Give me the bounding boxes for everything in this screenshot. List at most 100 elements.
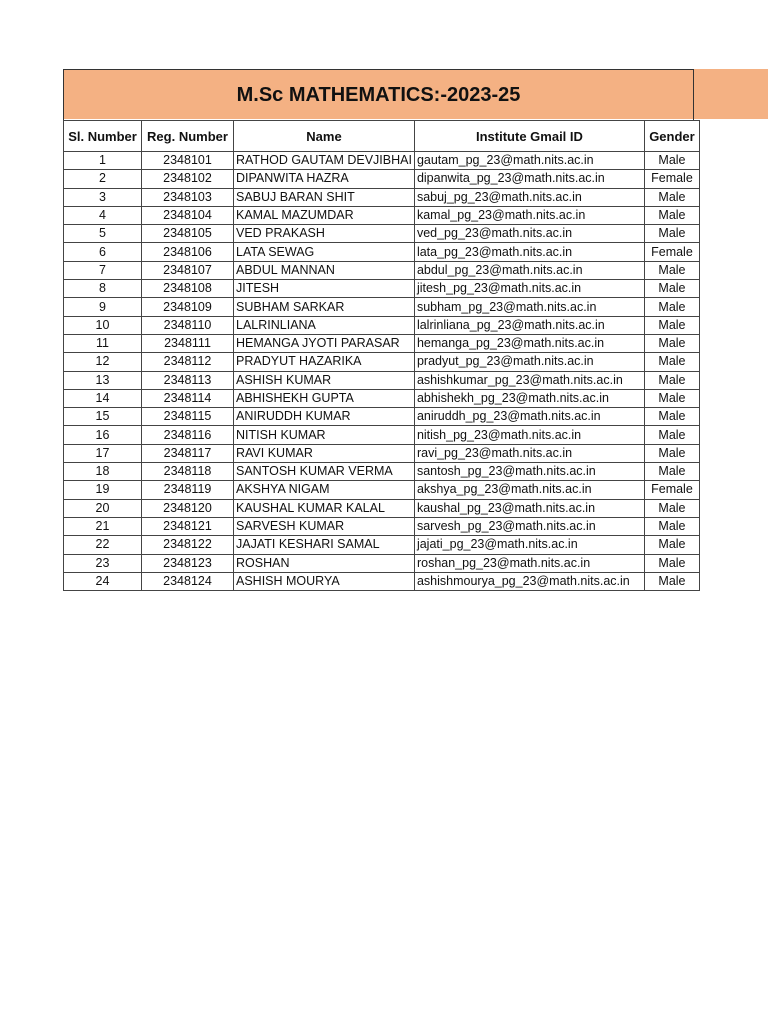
- cell-name: RAVI KUMAR: [233, 443, 415, 464]
- cell-reg-number: 2348123: [141, 553, 234, 573]
- cell-email: kaushal_pg_23@math.nits.ac.in: [413, 498, 645, 518]
- cell-sl-number: 4: [63, 205, 142, 226]
- table-row: 2 2348102 DIPANWITA HAZRA dipanwita_pg_23@m…: [63, 169, 700, 189]
- cell-reg-number: 2348120: [141, 498, 234, 518]
- cell-name: SABUJ BARAN SHIT: [233, 187, 415, 207]
- cell-email: abhishekh_pg_23@math.nits.ac.in: [413, 388, 645, 409]
- table-row: 9 2348109 SUBHAM SARKAR subham_pg_23@math.n…: [63, 297, 700, 317]
- table-row: 14 2348114 ABHISHEKH GUPTA abhishekh_pg_23@…: [63, 388, 700, 409]
- cell-sl-number: 6: [63, 242, 142, 262]
- cell-name: ROSHAN: [233, 553, 415, 573]
- cell-email: ravi_pg_23@math.nits.ac.in: [413, 443, 645, 464]
- cell-name: ABHISHEKH GUPTA: [233, 388, 415, 409]
- cell-sl-number: 19: [63, 480, 142, 500]
- cell-name: AKSHYA NIGAM: [233, 480, 415, 500]
- cell-sl-number: 22: [63, 535, 142, 555]
- cell-reg-number: 2348119: [141, 480, 234, 500]
- cell-email: pradyut_pg_23@math.nits.ac.in: [413, 352, 645, 372]
- cell-email: jitesh_pg_23@math.nits.ac.in: [413, 279, 645, 299]
- cell-gender: Male: [643, 224, 700, 244]
- cell-sl-number: 10: [63, 315, 142, 335]
- cell-reg-number: 2348109: [141, 297, 234, 317]
- cell-email: nitish_pg_23@math.nits.ac.in: [413, 425, 645, 445]
- table-row: 16 2348116 NITISH KUMAR nitish_pg_23@math.n…: [63, 425, 700, 445]
- cell-reg-number: 2348116: [141, 425, 234, 445]
- table-row: 10 2348110 LALRINLIANA lalrinliana_pg_23@ma…: [63, 315, 700, 335]
- table-row: 1 2348101 RATHOD GAUTAM DEVJIBHAI gautam_pg…: [63, 150, 700, 171]
- cell-reg-number: 2348111: [141, 333, 234, 354]
- table-row: 24 2348124 ASHISH MOURYA ashishmourya_pg_23…: [63, 571, 700, 592]
- cell-gender: Male: [643, 553, 700, 573]
- title-band: [63, 69, 768, 119]
- table-body: 1 2348101 RATHOD GAUTAM DEVJIBHAI gautam_pg…: [63, 150, 700, 592]
- cell-name: KAUSHAL KUMAR KALAL: [233, 498, 415, 518]
- cell-name: ANIRUDDH KUMAR: [233, 407, 415, 427]
- cell-reg-number: 2348117: [141, 443, 234, 464]
- cell-sl-number: 16: [63, 425, 142, 445]
- table-row: 12 2348112 PRADYUT HAZARIKA pradyut_pg_23@m…: [63, 352, 700, 372]
- header-gender: Gender: [643, 120, 700, 152]
- cell-reg-number: 2348108: [141, 279, 234, 299]
- table-row: 3 2348103 SABUJ BARAN SHIT sabuj_pg_23@math…: [63, 187, 700, 207]
- cell-reg-number: 2348106: [141, 242, 234, 262]
- cell-reg-number: 2348101: [141, 150, 234, 171]
- cell-email: lata_pg_23@math.nits.ac.in: [413, 242, 645, 262]
- cell-email: subham_pg_23@math.nits.ac.in: [413, 297, 645, 317]
- cell-reg-number: 2348114: [141, 388, 234, 409]
- table-row: 6 2348106 LATA SEWAG lata_pg_23@math.nits.a…: [63, 242, 700, 262]
- header-email: Institute Gmail ID: [413, 120, 645, 152]
- cell-name: RATHOD GAUTAM DEVJIBHAI: [233, 150, 415, 171]
- table-row: 21 2348121 SARVESH KUMAR sarvesh_pg_23@math…: [63, 516, 700, 537]
- table-row: 18 2348118 SANTOSH KUMAR VERMA santosh_pg_2…: [63, 462, 700, 482]
- cell-sl-number: 15: [63, 407, 142, 427]
- cell-email: dipanwita_pg_23@math.nits.ac.in: [413, 169, 645, 189]
- cell-name: DIPANWITA HAZRA: [233, 169, 415, 189]
- cell-gender: Female: [643, 242, 700, 262]
- cell-name: LALRINLIANA: [233, 315, 415, 335]
- cell-reg-number: 2348112: [141, 352, 234, 372]
- cell-gender: Male: [643, 498, 700, 518]
- cell-name: SUBHAM SARKAR: [233, 297, 415, 317]
- cell-reg-number: 2348107: [141, 260, 234, 281]
- table-row: 4 2348104 KAMAL MAZUMDAR kamal_pg_23@math.n…: [63, 205, 700, 226]
- cell-gender: Male: [643, 279, 700, 299]
- table-row: 20 2348120 KAUSHAL KUMAR KALAL kaushal_pg_2…: [63, 498, 700, 518]
- cell-sl-number: 11: [63, 333, 142, 354]
- cell-gender: Male: [643, 571, 700, 592]
- cell-reg-number: 2348105: [141, 224, 234, 244]
- cell-sl-number: 14: [63, 388, 142, 409]
- cell-name: SARVESH KUMAR: [233, 516, 415, 537]
- cell-sl-number: 12: [63, 352, 142, 372]
- table-row: 13 2348113 ASHISH KUMAR ashishkumar_pg_23@m…: [63, 370, 700, 390]
- table-row: 17 2348117 RAVI KUMAR ravi_pg_23@math.nits.…: [63, 443, 700, 464]
- table-row: 23 2348123 ROSHAN roshan_pg_23@math.nits.ac…: [63, 553, 700, 573]
- cell-reg-number: 2348115: [141, 407, 234, 427]
- cell-email: kamal_pg_23@math.nits.ac.in: [413, 205, 645, 226]
- header-reg-number: Reg. Number: [141, 120, 234, 152]
- cell-gender: Male: [643, 462, 700, 482]
- cell-sl-number: 5: [63, 224, 142, 244]
- cell-email: aniruddh_pg_23@math.nits.ac.in: [413, 407, 645, 427]
- cell-name: PRADYUT HAZARIKA: [233, 352, 415, 372]
- cell-sl-number: 8: [63, 279, 142, 299]
- cell-gender: Male: [643, 205, 700, 226]
- cell-email: lalrinliana_pg_23@math.nits.ac.in: [413, 315, 645, 335]
- table-row: 22 2348122 JAJATI KESHARI SAMAL jajati_pg_2…: [63, 535, 700, 555]
- cell-sl-number: 21: [63, 516, 142, 537]
- cell-name: KAMAL MAZUMDAR: [233, 205, 415, 226]
- cell-gender: Male: [643, 370, 700, 390]
- cell-name: NITISH KUMAR: [233, 425, 415, 445]
- cell-gender: Male: [643, 150, 700, 171]
- cell-reg-number: 2348122: [141, 535, 234, 555]
- cell-gender: Male: [643, 297, 700, 317]
- header-name: Name: [233, 120, 415, 152]
- cell-email: gautam_pg_23@math.nits.ac.in: [413, 150, 645, 171]
- cell-email: ashishmourya_pg_23@math.nits.ac.in: [413, 571, 645, 592]
- header-sl-number: Sl. Number: [63, 120, 142, 152]
- cell-sl-number: 18: [63, 462, 142, 482]
- cell-email: ashishkumar_pg_23@math.nits.ac.in: [413, 370, 645, 390]
- cell-gender: Male: [643, 187, 700, 207]
- cell-sl-number: 3: [63, 187, 142, 207]
- page-title: M.Sc MATHEMATICS:-2023-25: [63, 69, 694, 120]
- cell-gender: Male: [643, 388, 700, 409]
